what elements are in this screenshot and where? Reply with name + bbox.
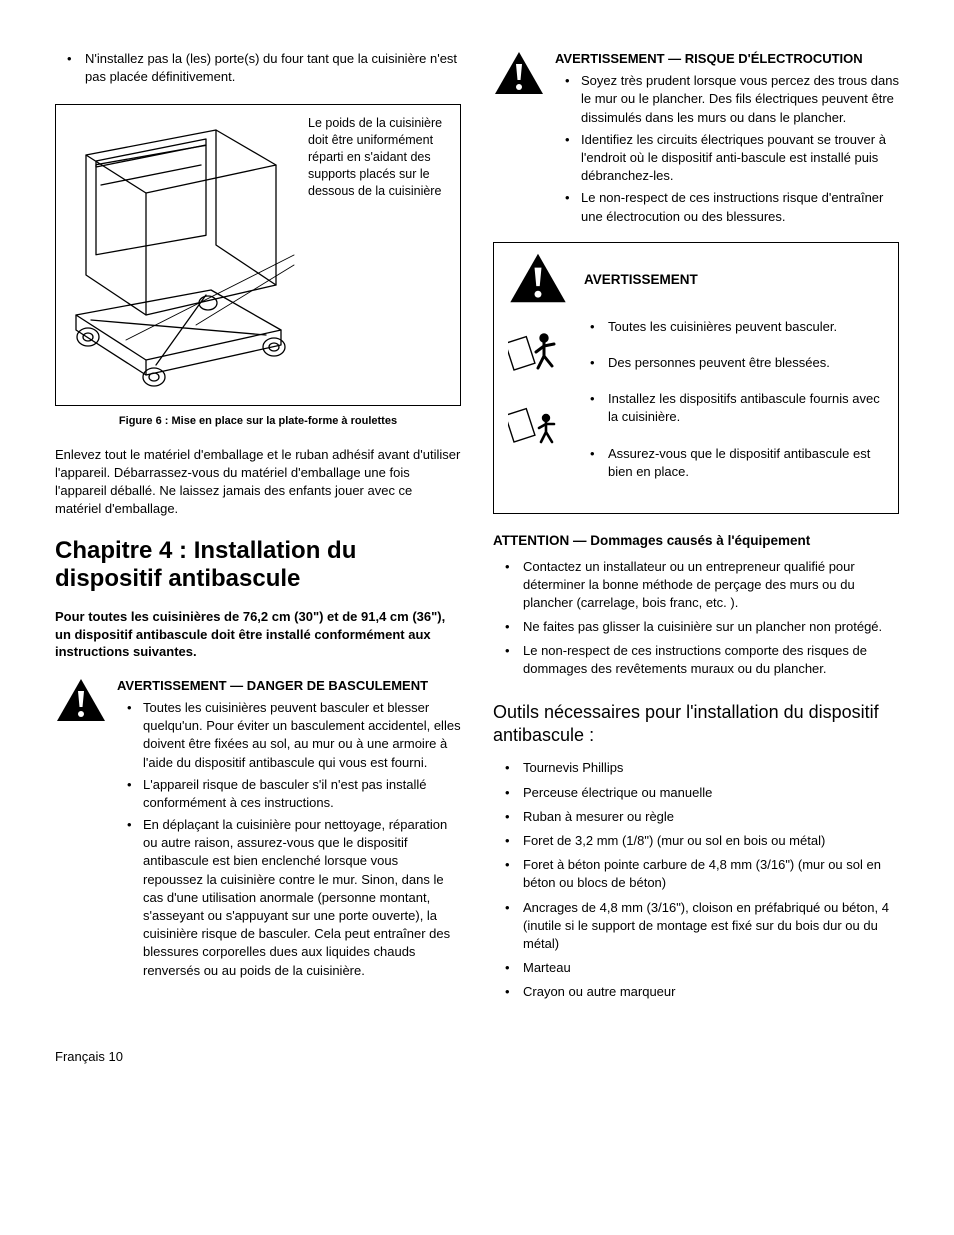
boxed-warning: AVERTISSEMENT: [493, 242, 899, 514]
chapter-title: Chapitre 4 : Installation du dispositif …: [55, 537, 461, 595]
chapter-intro: Pour toutes les cuisinières de 76,2 cm (…: [55, 608, 461, 661]
tip-warning-item: Toutes les cuisinières peuvent basculer …: [117, 699, 461, 772]
tools-item: Tournevis Phillips: [493, 759, 899, 777]
range-on-dolly-illustration: [66, 115, 296, 395]
warning-triangle-icon: [55, 677, 107, 728]
tools-item: Marteau: [493, 959, 899, 977]
tip-warning-title: AVERTISSEMENT — DANGER DE BASCULEMENT: [117, 677, 461, 695]
tip-warning-list: Toutes les cuisinières peuvent basculer …: [117, 699, 461, 980]
attention-title: ATTENTION — Dommages causés à l'équipeme…: [493, 532, 899, 550]
left-column: N'installez pas la (les) porte(s) du fou…: [55, 50, 461, 1008]
figure-caption: Figure 6 : Mise en place sur la plate-fo…: [55, 414, 461, 429]
boxed-warning-item: Assurez-vous que le dispositif antibascu…: [584, 445, 884, 481]
boxed-warning-title: AVERTISSEMENT: [584, 271, 698, 290]
figure-side-text: Le poids de la cuisinière doit être unif…: [308, 115, 450, 199]
tip-over-child-icon: [508, 396, 564, 446]
attention-list: Contactez un installateur ou un entrepre…: [493, 558, 899, 679]
page-footer: Français 10: [55, 1048, 899, 1066]
tools-item: Foret de 3,2 mm (1/8") (mur ou sol en bo…: [493, 832, 899, 850]
shock-warning-block: AVERTISSEMENT — RISQUE D'ÉLECTROCUTION S…: [493, 50, 899, 230]
tip-warning-item: L'appareil risque de basculer s'il n'est…: [117, 776, 461, 812]
shock-warning-list: Soyez très prudent lorsque vous percez d…: [555, 72, 899, 226]
tip-hazard-icons: [508, 318, 568, 499]
attention-item: Ne faites pas glisser la cuisinière sur …: [493, 618, 899, 636]
intro-bullet: N'installez pas la (les) porte(s) du fou…: [55, 50, 461, 86]
boxed-warning-list: Toutes les cuisinières peuvent basculer.…: [584, 318, 884, 481]
tip-over-icon: [508, 324, 564, 374]
boxed-warning-item: Des personnes peuvent être blessées.: [584, 354, 884, 372]
attention-item: Contactez un installateur ou un entrepre…: [493, 558, 899, 613]
warning-triangle-icon: [493, 50, 545, 101]
tools-item: Ruban à mesurer ou règle: [493, 808, 899, 826]
boxed-warning-item: Installez les dispositifs antibascule fo…: [584, 390, 884, 426]
tools-title: Outils nécessaires pour l'installation d…: [493, 701, 899, 748]
intro-list: N'installez pas la (les) porte(s) du fou…: [55, 50, 461, 86]
shock-warning-item: Identifiez les circuits électriques pouv…: [555, 131, 899, 186]
shock-warning-item: Le non-respect de ces instructions risqu…: [555, 189, 899, 225]
unpack-paragraph: Enlevez tout le matériel d'emballage et …: [55, 446, 461, 519]
shock-warning-title: AVERTISSEMENT — RISQUE D'ÉLECTROCUTION: [555, 50, 899, 68]
warning-triangle-icon: [508, 251, 568, 310]
boxed-warning-item: Toutes les cuisinières peuvent basculer.: [584, 318, 884, 336]
figure-6-box: Le poids de la cuisinière doit être unif…: [55, 104, 461, 406]
shock-warning-item: Soyez très prudent lorsque vous percez d…: [555, 72, 899, 127]
tip-warning-item: En déplaçant la cuisinière pour nettoyag…: [117, 816, 461, 980]
right-column: AVERTISSEMENT — RISQUE D'ÉLECTROCUTION S…: [493, 50, 899, 1008]
tools-list: Tournevis Phillips Perceuse électrique o…: [493, 759, 899, 1001]
tools-item: Foret à béton pointe carbure de 4,8 mm (…: [493, 856, 899, 892]
tip-warning-block: AVERTISSEMENT — DANGER DE BASCULEMENT To…: [55, 677, 461, 984]
attention-item: Le non-respect de ces instructions compo…: [493, 642, 899, 678]
tools-item: Crayon ou autre marqueur: [493, 983, 899, 1001]
tools-item: Ancrages de 4,8 mm (3/16"), cloison en p…: [493, 899, 899, 954]
tools-item: Perceuse électrique ou manuelle: [493, 784, 899, 802]
